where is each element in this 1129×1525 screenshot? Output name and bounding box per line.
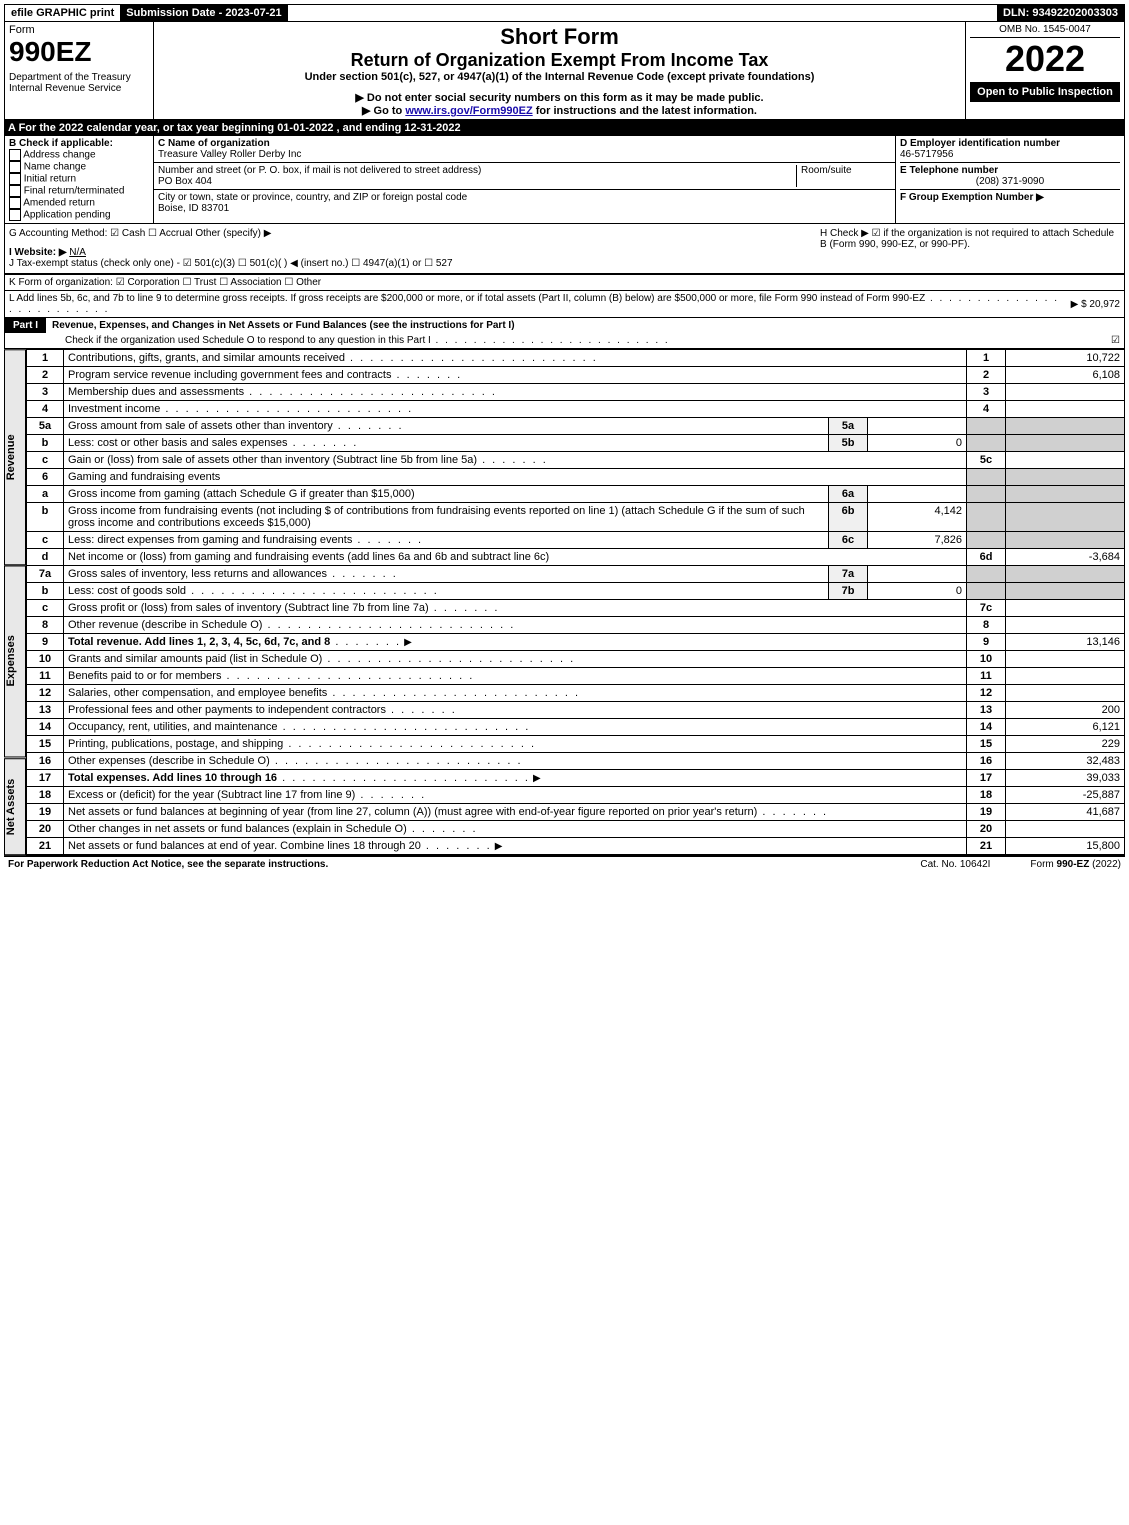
website-label: I Website: ▶ [9,247,67,258]
line-10: 10 Grants and similar amounts paid (list… [27,651,1125,668]
phone-label: E Telephone number [900,162,1120,176]
group-exempt-label: F Group Exemption Number ▶ [900,189,1120,203]
line-4: 4 Investment income 4 [27,401,1125,418]
line-12: 12 Salaries, other compensation, and emp… [27,685,1125,702]
paperwork-notice: For Paperwork Reduction Act Notice, see … [8,859,880,870]
line-13: 13 Professional fees and other payments … [27,702,1125,719]
line-2: 2 Program service revenue including gove… [27,367,1125,384]
efile-label[interactable]: efile GRAPHIC print [5,5,120,21]
line-16: 16 Other expenses (describe in Schedule … [27,753,1125,770]
line-5b: b Less: cost or other basis and sales ex… [27,435,1125,452]
form-of-org: K Form of organization: ☑ Corporation ☐ … [4,274,1125,291]
gh-row: G Accounting Method: ☑ Cash ☐ Accrual Ot… [4,224,1125,274]
revenue-tab: Revenue [4,349,26,565]
line-7c: c Gross profit or (loss) from sales of i… [27,600,1125,617]
line-7a: 7a Gross sales of inventory, less return… [27,566,1125,583]
form-footer-ref: Form 990-EZ (2022) [1030,859,1121,870]
room-suite-label: Room/suite [796,165,891,187]
cat-no: Cat. No. 10642I [880,859,1030,870]
omb-number: OMB No. 1545-0047 [970,24,1120,38]
line-19: 19 Net assets or fund balances at beginn… [27,804,1125,821]
line-15: 15 Printing, publications, postage, and … [27,736,1125,753]
line-8: 8 Other revenue (describe in Schedule O)… [27,617,1125,634]
col-b-title: B Check if applicable: [9,138,149,149]
city-label: City or town, state or province, country… [158,192,891,203]
part1-table: Revenue Expenses Net Assets 1 Contributi… [4,349,1125,855]
section-a: A For the 2022 calendar year, or tax yea… [4,120,1125,136]
form-number: 990EZ [9,36,149,68]
chk-amended-return[interactable]: Amended return [9,197,149,209]
submission-date: Submission Date - 2023-07-21 [120,5,287,21]
part1-header: Part I Revenue, Expenses, and Changes in… [4,318,1125,349]
chk-app-pending[interactable]: Application pending [9,209,149,221]
page-footer: For Paperwork Reduction Act Notice, see … [4,855,1125,872]
form-header: Form 990EZ Department of the Treasury In… [4,22,1125,120]
col-c: C Name of organization Treasure Valley R… [154,136,895,223]
ein-value: 46-5717956 [900,149,1120,160]
part1-title: Revenue, Expenses, and Changes in Net As… [46,320,515,331]
line-5c: c Gain or (loss) from sale of assets oth… [27,452,1125,469]
line-20: 20 Other changes in net assets or fund b… [27,821,1125,838]
line-1: 1 Contributions, gifts, grants, and simi… [27,350,1125,367]
line-14: 14 Occupancy, rent, utilities, and maint… [27,719,1125,736]
chk-address-change[interactable]: Address change [9,149,149,161]
note-link: ▶ Go to www.irs.gov/Form990EZ for instru… [158,104,961,117]
form-label: Form [9,24,149,36]
accounting-method: G Accounting Method: ☑ Cash ☐ Accrual Ot… [9,228,820,239]
col-d: D Employer identification number 46-5717… [895,136,1124,223]
line-17: 17 Total expenses. Add lines 10 through … [27,770,1125,787]
line-6d: d Net income or (loss) from gaming and f… [27,549,1125,566]
phone-value: (208) 371-9090 [900,176,1120,187]
part1-check-mark: ☑ [1111,335,1120,346]
dept-label: Department of the Treasury Internal Reve… [9,72,149,94]
line-21: 21 Net assets or fund balances at end of… [27,838,1125,855]
info-block: B Check if applicable: Address change Na… [4,136,1125,224]
chk-initial-return[interactable]: Initial return [9,173,149,185]
line-l-amount: ▶ $ 20,972 [1063,299,1120,310]
subtitle: Under section 501(c), 527, or 4947(a)(1)… [158,71,961,83]
addr-value: PO Box 404 [158,176,796,187]
chk-final-return[interactable]: Final return/terminated [9,185,149,197]
note-ssn: ▶ Do not enter social security numbers o… [158,91,961,104]
line-18: 18 Excess or (deficit) for the year (Sub… [27,787,1125,804]
netassets-tab: Net Assets [4,758,26,855]
line-6: 6 Gaming and fundraising events [27,469,1125,486]
dln-label: DLN: 93492202003303 [997,5,1124,21]
gross-receipts-note: L Add lines 5b, 6c, and 7b to line 9 to … [4,291,1125,318]
org-name: Treasure Valley Roller Derby Inc [158,149,891,160]
line-7b: b Less: cost of goods sold 7b 0 [27,583,1125,600]
org-name-label: C Name of organization [158,138,891,149]
line-6b: b Gross income from fundraising events (… [27,503,1125,532]
line-6a: a Gross income from gaming (attach Sched… [27,486,1125,503]
line-5a: 5a Gross amount from sale of assets othe… [27,418,1125,435]
line-9: 9 Total revenue. Add lines 1, 2, 3, 4, 5… [27,634,1125,651]
irs-link[interactable]: www.irs.gov/Form990EZ [405,105,532,117]
main-title: Return of Organization Exempt From Incom… [158,50,961,71]
line-l-text: L Add lines 5b, 6c, and 7b to line 9 to … [9,293,1063,315]
top-bar: efile GRAPHIC print Submission Date - 20… [4,4,1125,22]
short-form-title: Short Form [158,24,961,50]
website-value: N/A [69,247,86,258]
tax-exempt-status: J Tax-exempt status (check only one) - ☑… [9,258,820,269]
ein-label: D Employer identification number [900,138,1120,149]
open-public-badge: Open to Public Inspection [970,82,1120,102]
expenses-tab: Expenses [4,565,26,757]
line-6c: c Less: direct expenses from gaming and … [27,532,1125,549]
part1-check-text: Check if the organization used Schedule … [65,335,1111,346]
part1-label: Part I [5,318,46,333]
chk-name-change[interactable]: Name change [9,161,149,173]
col-b: B Check if applicable: Address change Na… [5,136,154,223]
line-3: 3 Membership dues and assessments 3 [27,384,1125,401]
addr-label: Number and street (or P. O. box, if mail… [158,165,796,176]
tax-year: 2022 [970,38,1120,80]
line-11: 11 Benefits paid to or for members 11 [27,668,1125,685]
schedule-b-check: H Check ▶ ☑ if the organization is not r… [820,228,1120,269]
city-value: Boise, ID 83701 [158,203,891,214]
